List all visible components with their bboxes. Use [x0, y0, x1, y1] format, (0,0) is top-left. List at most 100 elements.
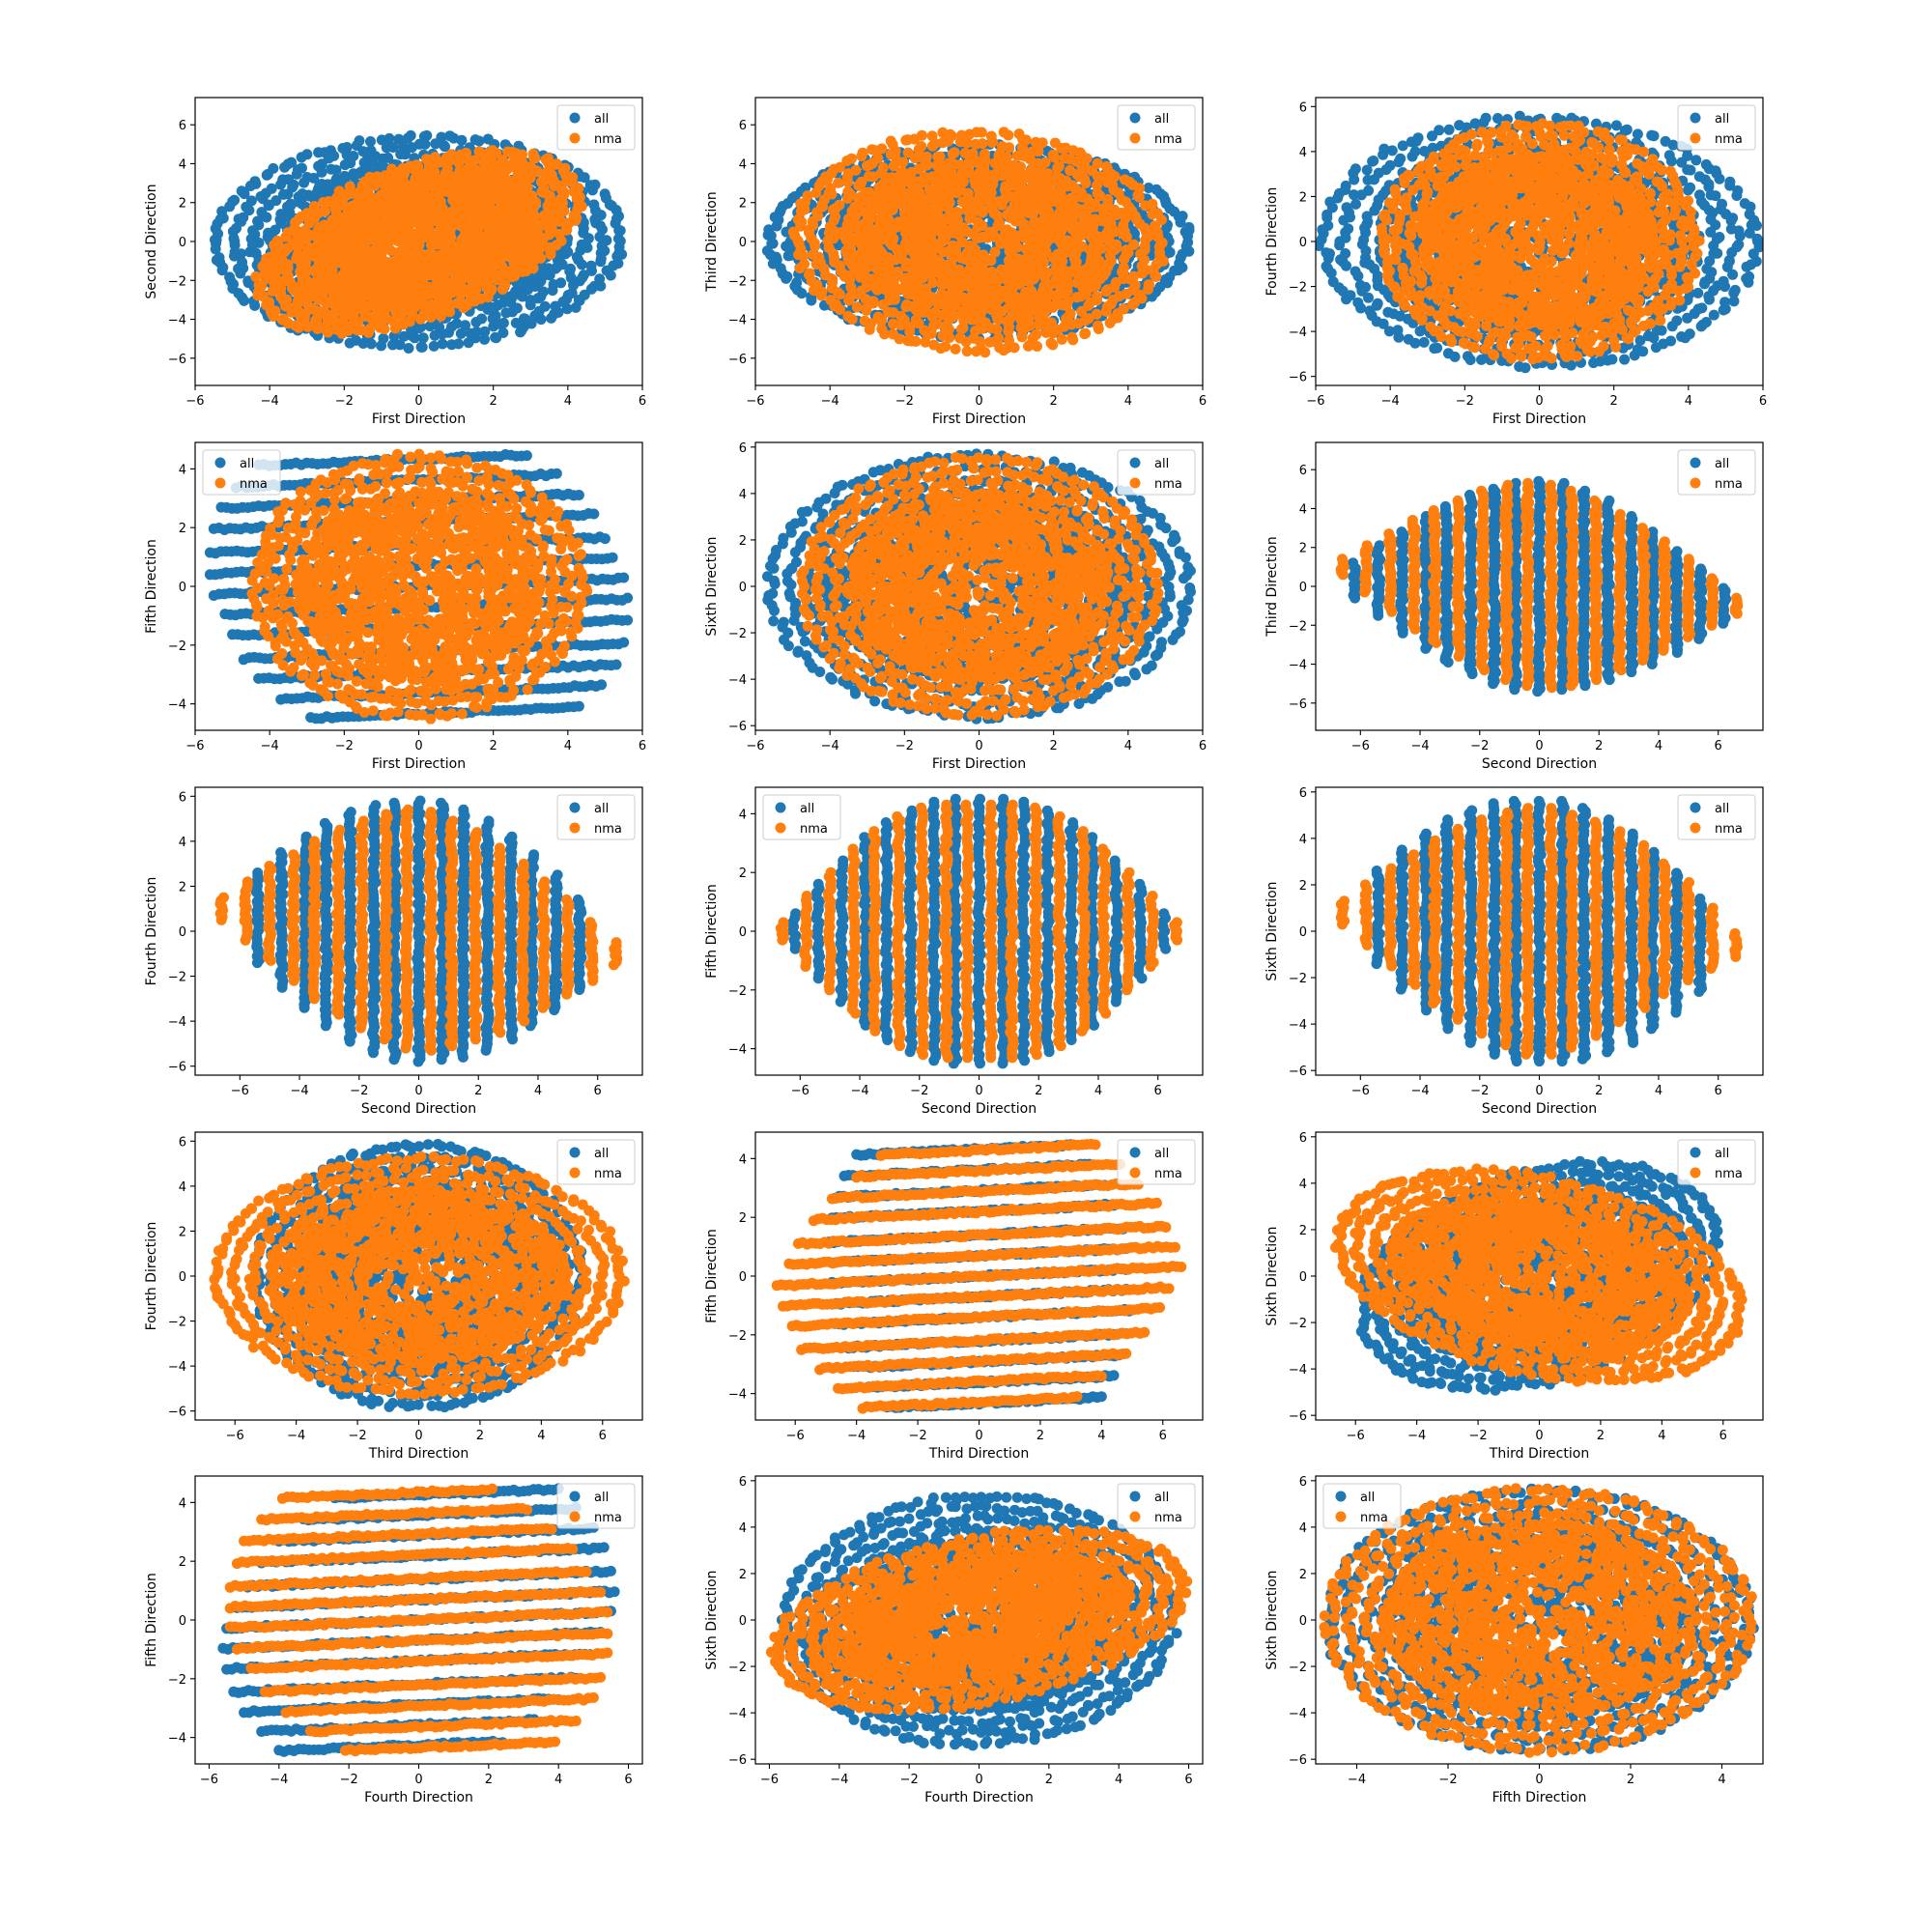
point-nma	[298, 275, 309, 286]
point-all	[437, 338, 448, 350]
point-all	[278, 188, 289, 200]
x-tick-label: −2	[335, 394, 354, 409]
point-all	[538, 269, 550, 280]
point-nma	[451, 206, 463, 217]
point-all	[505, 293, 517, 304]
point-nma	[335, 213, 347, 224]
point-all	[235, 268, 246, 279]
point-nma	[398, 197, 410, 209]
point-all	[279, 161, 291, 173]
point-nma	[542, 165, 554, 177]
point-all	[1177, 211, 1188, 222]
point-all	[378, 332, 389, 344]
point-all	[782, 250, 794, 262]
point-nma	[353, 261, 364, 272]
point-nma	[467, 272, 478, 284]
point-all	[339, 159, 351, 171]
point-nma	[530, 196, 541, 208]
point-nma	[280, 231, 292, 242]
point-nma	[331, 257, 343, 269]
legend-marker-nma	[569, 132, 581, 144]
point-all	[510, 317, 522, 328]
point-nma	[454, 216, 466, 228]
point-nma	[461, 209, 472, 220]
point-all	[439, 140, 449, 151]
point-nma	[422, 219, 434, 231]
point-nma	[491, 230, 502, 242]
point-nma	[980, 347, 991, 358]
point-nma	[360, 210, 372, 221]
point-nma	[444, 213, 456, 225]
point-nma	[408, 180, 419, 191]
point-nma	[417, 272, 429, 284]
point-nma	[490, 205, 501, 216]
point-all	[451, 318, 463, 329]
point-nma	[1045, 337, 1057, 349]
point-nma	[337, 279, 349, 291]
point-nma	[338, 318, 350, 329]
point-nma	[357, 284, 369, 295]
point-nma	[355, 223, 367, 235]
point-all	[403, 343, 414, 354]
point-nma	[456, 273, 468, 285]
point-all	[326, 163, 337, 175]
point-all	[479, 326, 491, 337]
point-all	[538, 286, 549, 298]
point-all	[243, 205, 255, 216]
point-all	[1151, 184, 1162, 195]
point-all	[373, 163, 384, 174]
point-all	[298, 177, 310, 188]
point-nma	[439, 271, 450, 283]
point-all	[275, 179, 287, 190]
point-all	[296, 152, 307, 163]
point-nma	[494, 256, 505, 268]
point-nma	[420, 194, 432, 206]
x-tick-label: 4	[564, 394, 572, 409]
point-nma	[517, 156, 528, 168]
point-nma	[413, 284, 425, 296]
point-nma	[435, 310, 446, 322]
point-all	[376, 134, 387, 146]
point-nma	[384, 243, 395, 255]
point-nma	[320, 308, 331, 319]
point-all	[239, 188, 250, 200]
point-nma	[406, 194, 417, 206]
point-nma	[399, 243, 410, 255]
point-nma	[355, 235, 366, 246]
point-all	[476, 313, 488, 325]
point-nma	[954, 136, 966, 148]
point-nma	[542, 156, 554, 168]
point-nma	[426, 265, 438, 276]
point-nma	[557, 165, 569, 177]
point-nma	[465, 199, 476, 211]
point-nma	[363, 232, 375, 243]
point-nma	[843, 295, 855, 306]
point-nma	[322, 327, 333, 338]
point-nma	[473, 146, 485, 157]
point-nma	[998, 127, 1009, 138]
point-nma	[406, 262, 417, 273]
point-nma	[498, 211, 510, 222]
point-nma	[521, 229, 532, 241]
point-nma	[856, 151, 867, 162]
point-nma	[384, 228, 396, 240]
point-nma	[498, 195, 510, 207]
point-nma	[440, 172, 451, 184]
point-all	[512, 278, 524, 290]
point-all	[316, 166, 327, 178]
point-all	[453, 338, 465, 350]
point-nma	[1101, 160, 1113, 172]
point-all	[444, 130, 456, 142]
y-tick-label: 0	[179, 236, 186, 250]
point-nma	[418, 185, 430, 197]
point-nma	[312, 275, 323, 287]
point-nma	[386, 203, 398, 214]
point-nma	[408, 295, 419, 306]
point-all	[395, 149, 407, 160]
point-nma	[268, 311, 279, 322]
point-nma	[499, 279, 511, 291]
point-nma	[1031, 328, 1042, 340]
point-all	[469, 134, 481, 146]
